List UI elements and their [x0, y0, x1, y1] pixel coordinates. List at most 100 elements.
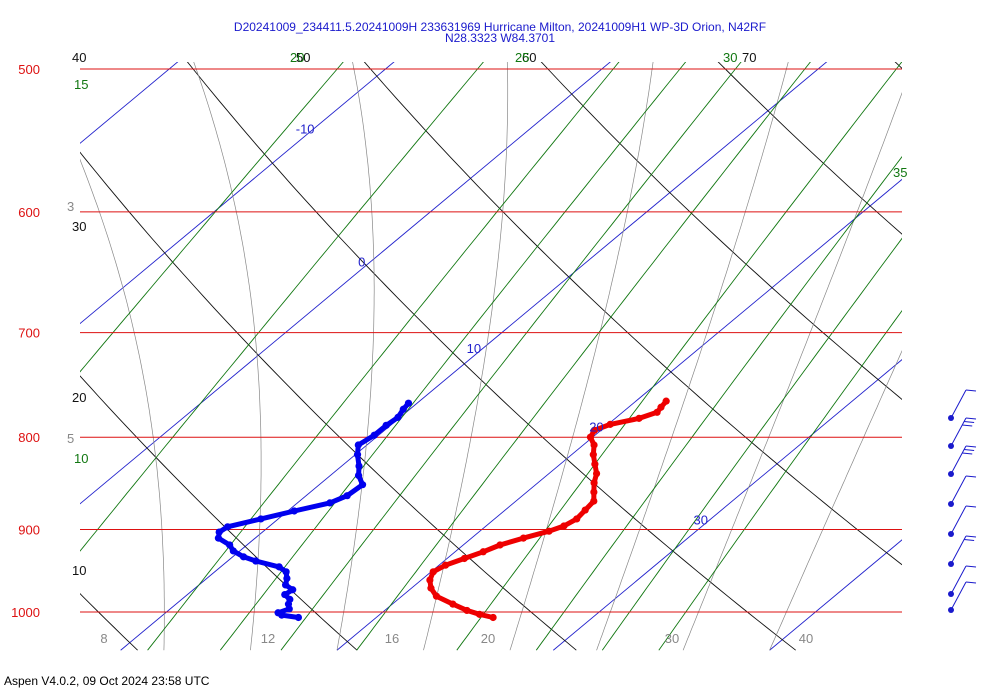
moist-adiabat-line [193, 62, 262, 651]
wind-barb [948, 565, 977, 597]
pressure-label: 900 [18, 522, 40, 537]
dry-adiabat-label: 10 [72, 563, 86, 578]
dry-adiabat-label: 60 [522, 50, 536, 65]
wind-barb [948, 505, 977, 537]
temperature-axis-label: 8 [100, 631, 107, 646]
dry-adiabat-line [363, 62, 902, 566]
wind-barb [948, 445, 977, 477]
dry-adiabat-line [971, 0, 1000, 650]
pressure-label: 500 [18, 62, 40, 77]
dry-adiabat-label: 70 [742, 50, 756, 65]
isotherm-label: 0 [358, 254, 365, 269]
dry-adiabat-line [717, 62, 902, 235]
mixing-ratio-label: 25 [515, 50, 529, 65]
temperature-axis-label: 16 [385, 631, 399, 646]
mixing-ratio-line [80, 62, 484, 552]
wind-barb [948, 581, 977, 613]
moist-adiabat-label: 5 [67, 431, 74, 446]
pressure-label: 700 [18, 326, 40, 341]
mixing-ratio-line [535, 156, 902, 651]
wind-barbs [948, 389, 977, 613]
moist-adiabat-line [769, 350, 902, 651]
isotherm-label: -10 [296, 121, 315, 136]
mixing-ratio-label: 10 [74, 451, 88, 466]
isotherm-line [120, 62, 828, 651]
wind-barb-flag [965, 445, 977, 448]
dry-adiabat-line [80, 151, 577, 651]
dewpoint-line [215, 401, 411, 620]
isotherm-line [80, 62, 611, 505]
mixing-ratio-label: 30 [723, 50, 737, 65]
wind-barb [948, 417, 977, 449]
isotherm-line [80, 62, 395, 325]
wind-barb-flag [962, 424, 973, 427]
isotherm-line [80, 62, 179, 144]
dry-adiabat-label: 20 [72, 390, 86, 405]
mixing-ratio-line [356, 62, 811, 651]
wind-barb-flag [965, 535, 977, 538]
moist-adiabat-line [423, 62, 509, 651]
mixing-ratio-label: 15 [74, 77, 88, 92]
wind-barb-staff [950, 535, 967, 565]
mixing-ratio-line [601, 237, 902, 651]
pressure-label: 1000 [11, 605, 40, 620]
wind-barb-staff [950, 389, 967, 419]
temperature-axis-label: 20 [481, 631, 495, 646]
moist-adiabat-line [596, 62, 789, 651]
isotherm-line [336, 178, 902, 651]
moist-adiabat-line [509, 62, 654, 651]
isotherm-line [986, 0, 1000, 650]
mixing-ratio-line [280, 62, 742, 651]
moist-adiabat-line [80, 158, 165, 651]
mixing-ratio-label: 20 [290, 50, 304, 65]
wind-barb [948, 475, 977, 507]
wind-barb-staff [950, 445, 967, 475]
wind-barb-staff [950, 505, 967, 535]
isotherm-line [769, 539, 902, 651]
dry-adiabat-label: 30 [72, 219, 86, 234]
temperature-axis-label: 30 [665, 631, 679, 646]
isotherm-label: 30 [693, 513, 707, 528]
pressure-label: 600 [18, 205, 40, 220]
wind-barb-flag [965, 581, 977, 584]
wind-barb-flag [964, 449, 975, 452]
moist-adiabat-line [336, 62, 375, 651]
dry-adiabat-line [186, 62, 796, 651]
dry-adiabat-label: 50 [296, 50, 310, 65]
wind-barb-flag [965, 389, 977, 392]
wind-barb-staff [950, 581, 967, 611]
wind-barb [948, 535, 977, 567]
temperature-axis-label: 40 [799, 631, 813, 646]
mixing-ratio-line [147, 62, 620, 651]
mixing-ratio-line [80, 62, 344, 373]
wind-barb-staff [950, 565, 967, 595]
dry-adiabat-line [80, 375, 358, 651]
wind-barb-flag [965, 475, 977, 478]
wind-barb-staff [950, 417, 967, 447]
wind-barb [948, 389, 977, 421]
wind-barb-flag [962, 452, 973, 455]
isotherm-line [553, 359, 902, 651]
temperature-trace [426, 397, 670, 622]
temperature-axis-label: 12 [261, 631, 275, 646]
mixing-ratio-label: 35 [893, 165, 907, 180]
dewpoint-trace [214, 399, 413, 622]
mixing-ratio-line [219, 62, 687, 651]
moist-adiabat-label: 3 [67, 199, 74, 214]
wind-barb-flag [965, 417, 977, 420]
isotherm-label: 20 [589, 419, 603, 434]
wind-barb-flag [965, 505, 977, 508]
chart-title-line-1: D20241009_234411.5.20241009H 233631969 H… [233, 20, 767, 34]
dry-adiabat-label: 40 [72, 50, 86, 65]
wind-barb-flag [964, 421, 975, 424]
footer-version-timestamp: Aspen V4.0.2, 09 Oct 2024 23:58 UTC [4, 674, 210, 688]
mixing-ratio-line [658, 309, 902, 651]
temperature-line [427, 399, 669, 620]
wind-barb-flag [965, 565, 977, 568]
mixing-ratio-line [456, 62, 902, 651]
wind-barb-staff [950, 475, 967, 505]
chart-title-line-2: N28.3323 W84.3701 [444, 31, 556, 45]
dry-adiabat-line [540, 62, 902, 400]
pressure-label: 800 [18, 430, 40, 445]
